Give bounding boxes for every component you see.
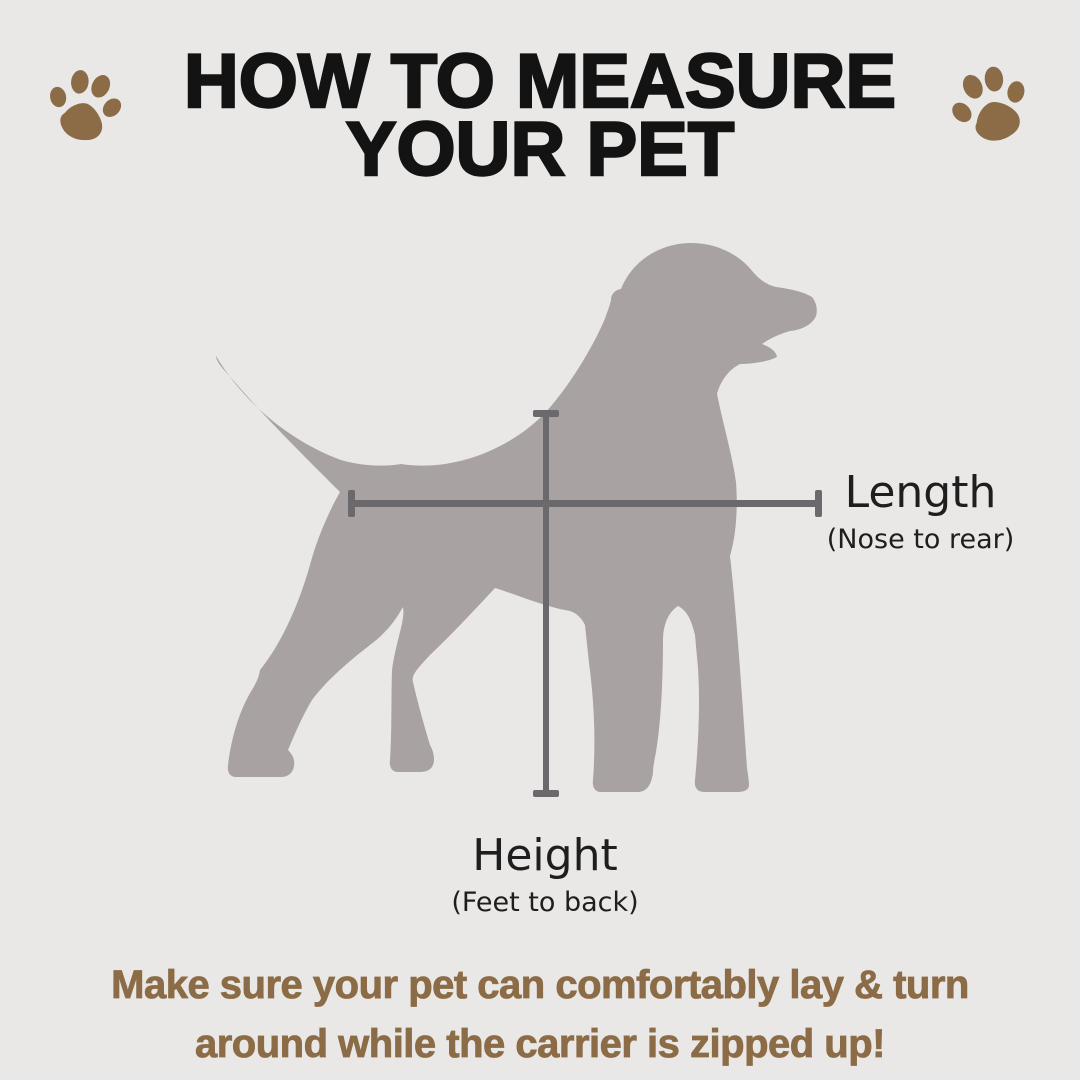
dog-silhouette: [216, 242, 817, 792]
length-sublabel: (Nose to rear): [826, 524, 1015, 555]
title-line-2: YOUR PET: [345, 107, 736, 192]
title-line-1: HOW TO MEASURE: [183, 39, 898, 124]
height-label: Height: [472, 830, 618, 881]
height-line: [543, 412, 549, 796]
footer-line-1: Make sure your pet can comfortably lay &…: [111, 963, 970, 1008]
height-label-group: Height (Feet to back): [395, 831, 695, 919]
line-end-cap: [533, 790, 559, 797]
footer-line-2: around while the carrier is zipped up!: [194, 1022, 886, 1067]
footer-note: Make sure your pet can comfortably lay &…: [0, 956, 1080, 1074]
paw-print-icon: [37, 59, 131, 153]
line-end-cap: [815, 490, 822, 517]
length-line: [351, 500, 818, 507]
page-title: HOW TO MEASURE YOUR PET: [0, 39, 1080, 192]
length-label: Length: [844, 467, 997, 518]
length-label-group: Length (Nose to rear): [818, 468, 1023, 556]
height-sublabel: (Feet to back): [451, 887, 639, 918]
paw-print-icon: [941, 57, 1040, 156]
